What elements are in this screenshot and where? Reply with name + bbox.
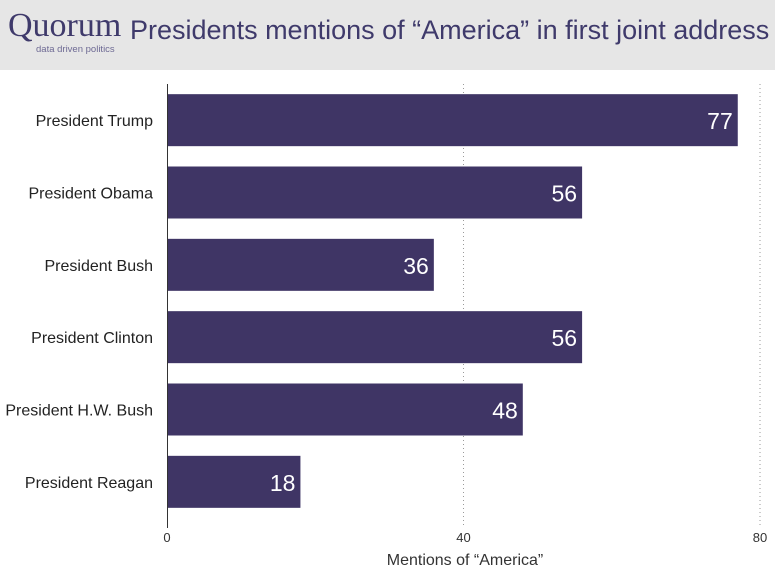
category-label: President Clinton bbox=[31, 330, 153, 347]
bar bbox=[167, 383, 523, 436]
data-label: 48 bbox=[492, 398, 518, 424]
data-label: 56 bbox=[552, 325, 578, 351]
data-label: 56 bbox=[552, 181, 578, 207]
bar bbox=[167, 166, 583, 219]
category-label: President H.W. Bush bbox=[5, 403, 153, 420]
logo-wordmark: Quorum bbox=[8, 7, 122, 44]
x-tick-label: 40 bbox=[456, 530, 470, 545]
category-label: President Reagan bbox=[25, 475, 153, 492]
data-label: 36 bbox=[403, 253, 429, 279]
data-label: 77 bbox=[707, 108, 733, 134]
quorum-logo: Quorum data driven politics bbox=[8, 6, 122, 64]
bar bbox=[167, 311, 583, 364]
x-tick-label: 0 bbox=[163, 530, 170, 545]
bar bbox=[167, 94, 738, 147]
data-label: 18 bbox=[270, 470, 296, 496]
logo-tagline: data driven politics bbox=[36, 44, 115, 55]
chart-header: Quorum data driven politics Presidents m… bbox=[0, 0, 775, 70]
chart-title: Presidents mentions of “America” in firs… bbox=[130, 15, 770, 45]
x-tick-label: 80 bbox=[753, 530, 767, 545]
bar bbox=[167, 238, 434, 291]
category-label: President Bush bbox=[44, 258, 153, 275]
bar bbox=[167, 455, 301, 508]
category-label: President Trump bbox=[36, 113, 153, 130]
x-axis-label: Mentions of “America” bbox=[386, 552, 544, 569]
category-label: President Obama bbox=[28, 186, 153, 203]
